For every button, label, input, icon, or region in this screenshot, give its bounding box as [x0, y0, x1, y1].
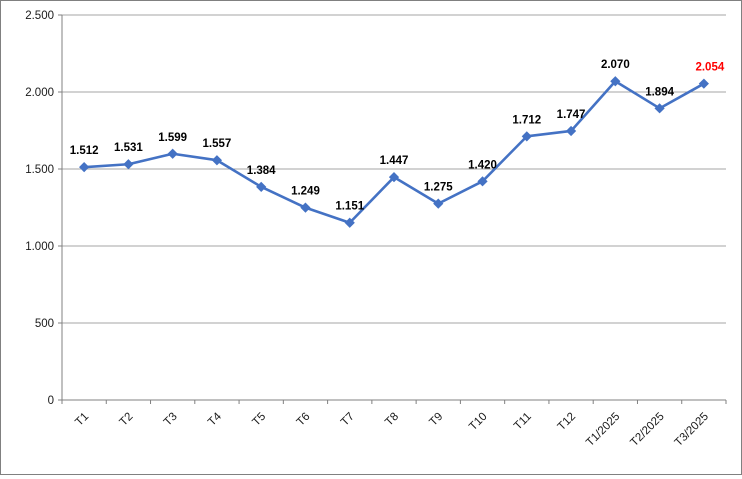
data-point-label: 1.275	[424, 182, 453, 194]
y-axis-tick-label: 0	[48, 395, 54, 407]
data-point-marker	[300, 202, 311, 213]
data-point-marker	[167, 148, 178, 159]
data-point-label: 1.712	[512, 114, 541, 126]
data-point-label: 1.384	[247, 165, 276, 177]
data-point-marker	[521, 131, 532, 142]
data-point-label: 1.512	[70, 145, 99, 157]
data-point-label: 1.249	[291, 186, 320, 198]
data-point-marker	[123, 159, 134, 170]
y-axis-tick-label: 2.500	[25, 10, 54, 22]
data-point-label: 2.054	[695, 62, 724, 74]
data-point-label: 1.531	[114, 142, 143, 154]
data-point-marker	[477, 176, 488, 187]
data-point-label: 2.070	[601, 59, 630, 71]
data-point-label: 1.420	[468, 159, 497, 171]
data-point-marker	[211, 155, 223, 166]
y-axis-tick-label: 2.000	[25, 87, 54, 99]
data-point-label: 1.151	[335, 201, 364, 213]
data-point-label: 1.447	[380, 155, 409, 167]
data-point-marker	[344, 217, 355, 228]
data-point-marker	[388, 172, 400, 183]
data-point-marker	[79, 162, 90, 173]
data-point-marker	[565, 125, 577, 137]
data-point-label: 1.557	[203, 138, 232, 150]
y-axis-tick-label: 1.500	[25, 164, 54, 176]
data-point-label: 1.747	[557, 109, 586, 121]
y-axis-tick-label: 500	[35, 318, 54, 330]
y-axis-tick-label: 1.000	[25, 241, 54, 253]
data-point-marker	[698, 78, 709, 89]
data-point-label: 1.894	[645, 86, 674, 98]
data-point-marker	[654, 103, 665, 114]
data-point-marker	[433, 198, 444, 209]
data-point-marker	[610, 76, 621, 87]
data-point-marker	[256, 181, 267, 192]
data-point-label: 1.599	[158, 132, 187, 144]
